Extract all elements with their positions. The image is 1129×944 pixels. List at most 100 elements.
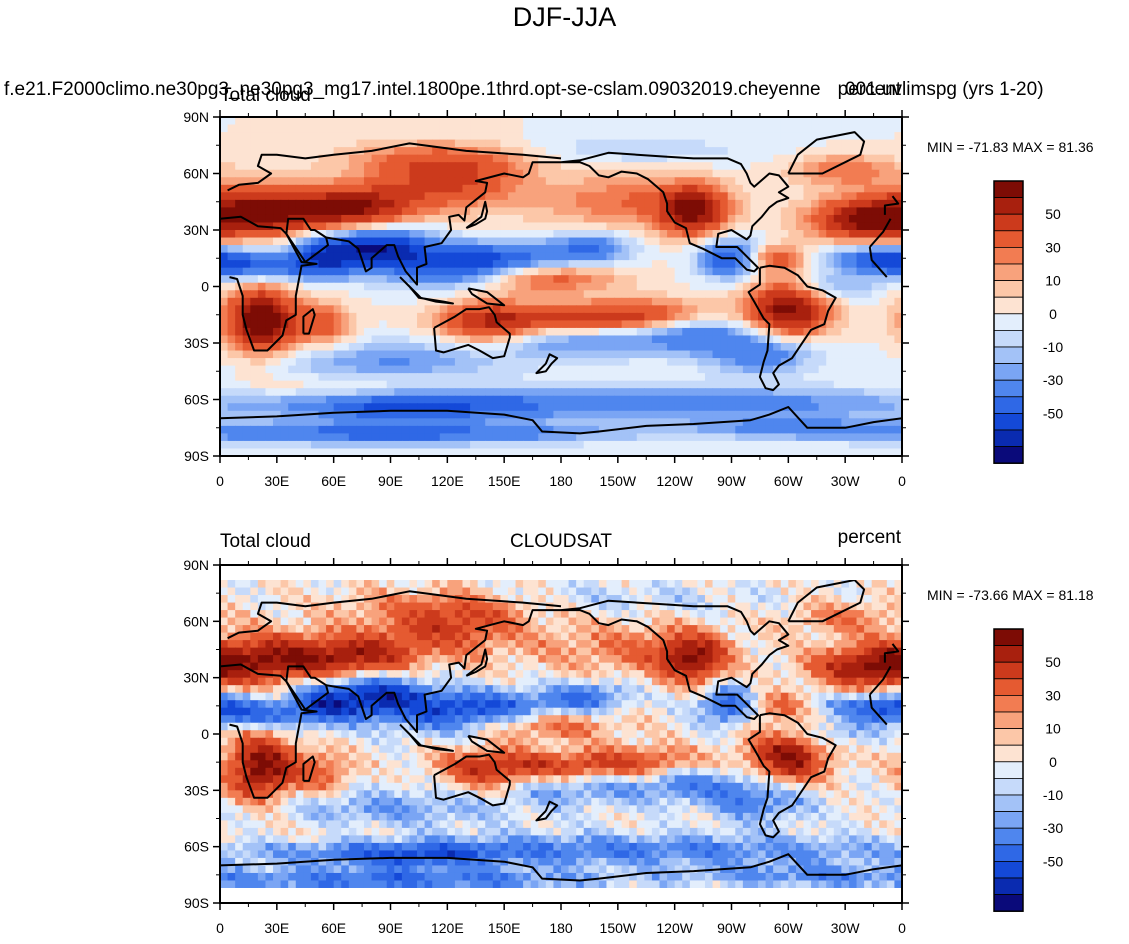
field-cell [447,252,456,261]
field-cell [667,410,676,419]
field-cell [864,327,873,337]
field-cell [515,410,524,419]
field-cell [257,388,267,397]
field-cell [606,199,615,208]
field-cell [765,350,774,359]
field-cell [826,565,834,573]
field-cell [788,147,797,156]
field-cell [727,132,736,141]
field-cell [242,132,251,141]
field-cell [818,425,827,434]
field-cell [735,327,744,337]
field-cell [523,124,532,133]
field-cell [841,403,850,412]
field-cell [758,327,767,337]
field-cell [886,388,896,397]
field-cell [439,117,448,126]
field-cell [295,245,304,254]
field-cell [523,380,532,389]
field-cell [553,327,562,337]
field-cell [818,373,827,382]
field-cell [864,373,873,382]
field-cell [667,154,676,163]
field-cell [447,184,456,193]
field-cell [507,580,517,581]
field-cell [886,403,896,412]
field-cell [727,365,736,374]
field-cell [401,350,411,359]
field-cell [561,290,570,299]
field-cell [826,207,835,216]
field-cell [568,132,577,141]
field-cell [803,297,812,306]
field-cell [591,358,600,367]
field-cell [356,373,365,382]
field-cell [788,418,797,427]
field-cell [295,418,304,427]
field-cell [697,192,706,201]
field-cell [886,440,896,450]
field-cell [356,327,365,337]
field-cell [606,395,615,404]
field-cell [530,245,539,254]
field-cell [614,388,623,397]
field-cell [697,580,706,589]
field-cell [477,610,486,619]
field-cell [394,388,403,397]
field-cell [538,388,547,397]
field-cell [394,343,403,352]
field-cell [818,154,827,163]
field-cell [356,350,365,359]
field-cell [371,610,380,619]
field-cell [735,373,744,382]
field-cell [644,365,653,374]
field-cell [318,214,327,224]
field-cell [288,245,297,254]
field-cell [629,132,638,141]
field-cell [871,117,880,126]
field-cell [720,245,729,254]
field-cell [310,222,320,231]
field-cell [704,245,714,254]
field-cell [614,440,623,450]
field-cell [257,433,267,442]
field-cell [545,147,555,156]
field-cell [712,440,721,450]
field-cell [833,358,842,367]
field-cell [295,380,304,389]
field-cell [515,320,524,329]
field-cell [538,350,547,359]
field-cell [363,192,373,201]
field-cell [583,335,592,344]
field-cell [621,184,630,193]
field-cell [621,192,630,201]
field-cell [462,275,471,284]
field-cell [348,320,357,329]
field-cell [803,418,812,427]
field-cell [273,199,282,208]
field-cell [871,147,880,156]
field-cell [894,139,902,148]
field-cell [833,147,842,156]
field-cell [333,305,342,314]
field-cell [864,440,873,450]
field-cell [303,395,312,404]
field-cell [621,275,630,284]
field-cell [485,565,493,573]
field-cell [795,418,805,427]
field-cell [727,214,736,224]
field-cell [265,380,274,389]
field-cell [864,147,873,156]
field-cell [235,365,244,374]
field-cell [523,580,532,581]
field-cell [788,587,797,596]
field-cell [886,147,896,156]
field-cell [454,380,464,389]
field-cell [697,260,706,269]
field-cell [629,230,638,239]
field-cell [606,410,615,419]
field-cell [379,237,388,246]
field-cell [568,433,577,442]
field-cell [553,565,561,573]
field-cell [704,312,714,321]
